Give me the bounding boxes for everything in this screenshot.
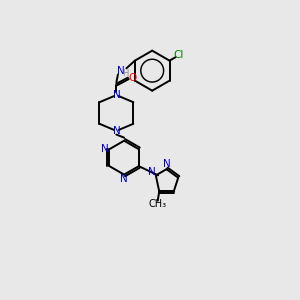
Text: H: H: [122, 69, 129, 78]
Text: N: N: [148, 167, 156, 177]
Text: Cl: Cl: [174, 50, 184, 60]
Text: CH₃: CH₃: [148, 199, 167, 209]
Text: N: N: [101, 144, 109, 154]
Text: N: N: [112, 89, 120, 100]
Text: N: N: [120, 174, 128, 184]
Text: N: N: [112, 127, 120, 136]
Text: O: O: [128, 73, 137, 82]
Text: N: N: [163, 159, 170, 169]
Text: N: N: [117, 66, 125, 76]
